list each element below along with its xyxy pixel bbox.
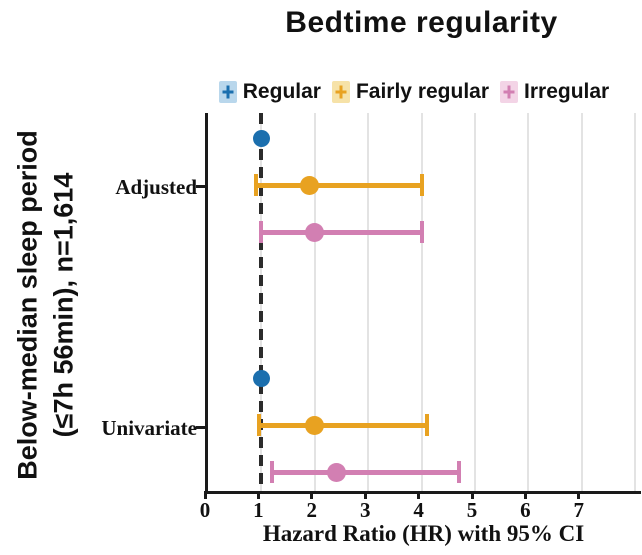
x-tick-label: 4: [413, 498, 424, 522]
forest-point: [305, 222, 325, 242]
legend-key-icon: [500, 81, 519, 103]
ci-cap: [254, 174, 259, 196]
x-axis-tick: [523, 491, 527, 499]
ci-bar: [258, 422, 427, 428]
y-tick-adjusted: [196, 185, 205, 188]
forest-point: [299, 175, 319, 195]
x-axis-tick: [417, 491, 421, 499]
group-label-adjusted: Adjusted: [115, 175, 197, 199]
gridline-x6: [527, 113, 530, 491]
x-axis-title: Hazard Ratio (HR) with 95% CI: [262, 521, 585, 546]
legend-item-irregular: Irregular: [500, 80, 609, 104]
ci-cap: [256, 414, 261, 436]
ci-cap: [419, 174, 424, 196]
gridline-x2: [313, 113, 316, 491]
forest-point: [326, 462, 346, 482]
ci-cap: [424, 414, 429, 436]
ci-bar: [256, 182, 422, 188]
group-axis-label-line1: Below-median sleep period: [12, 130, 43, 480]
x-tick-label: 2: [306, 498, 318, 522]
x-axis-tick: [577, 491, 581, 499]
group-axis-label-line2: (≤7h 56min), n=1,614: [49, 172, 79, 438]
forest-point: [252, 369, 270, 387]
group-label-univariate: Univariate: [101, 416, 197, 440]
y-tick-univariate: [196, 426, 205, 429]
x-tick-label: 7: [573, 498, 585, 522]
forest-point: [305, 415, 325, 435]
legend-key-icon: [331, 81, 350, 103]
legend: Regular Fairly regular Irregular: [190, 77, 638, 107]
ci-cap: [270, 461, 275, 483]
gridline-x3: [367, 113, 370, 491]
gridline-x7: [580, 113, 583, 491]
x-axis-tick: [256, 491, 260, 499]
ci-bar: [261, 229, 422, 235]
legend-key-errorbar: [335, 90, 347, 94]
legend-label: Fairly regular: [355, 80, 490, 103]
ci-cap: [419, 221, 424, 243]
forest-point: [252, 129, 270, 147]
legend-item-fairly-regular: Fairly regular: [331, 80, 490, 104]
legend-label: Irregular: [524, 80, 610, 103]
x-axis-tick: [203, 491, 207, 499]
x-axis-tick: [363, 491, 367, 499]
group-axis-label: Below-median sleep period (≤7h 56min), n…: [10, 55, 83, 555]
x-axis-tick: [310, 491, 314, 499]
legend-key-errorbar: [222, 90, 234, 94]
chart-title: Bedtime regularity: [285, 6, 558, 39]
legend-item-regular: Regular: [218, 80, 321, 104]
legend-key-errorbar: [503, 90, 515, 94]
ci-bar: [272, 469, 459, 475]
gridline-x5: [474, 113, 476, 491]
gridline-x4: [420, 113, 423, 491]
x-tick-label: 6: [520, 498, 531, 522]
ci-cap: [259, 221, 264, 243]
reference-line: [259, 113, 264, 491]
x-tick-label: 3: [359, 498, 371, 522]
plot-panel: [205, 113, 641, 494]
legend-key-icon: [218, 81, 237, 103]
ci-cap: [456, 461, 461, 483]
x-tick-label: 1: [253, 498, 264, 522]
gridline-x8: [634, 113, 637, 491]
x-tick-label: 5: [466, 498, 478, 522]
legend-label: Regular: [242, 80, 321, 103]
x-axis-tick: [470, 491, 474, 499]
x-tick-label: 0: [199, 498, 211, 522]
